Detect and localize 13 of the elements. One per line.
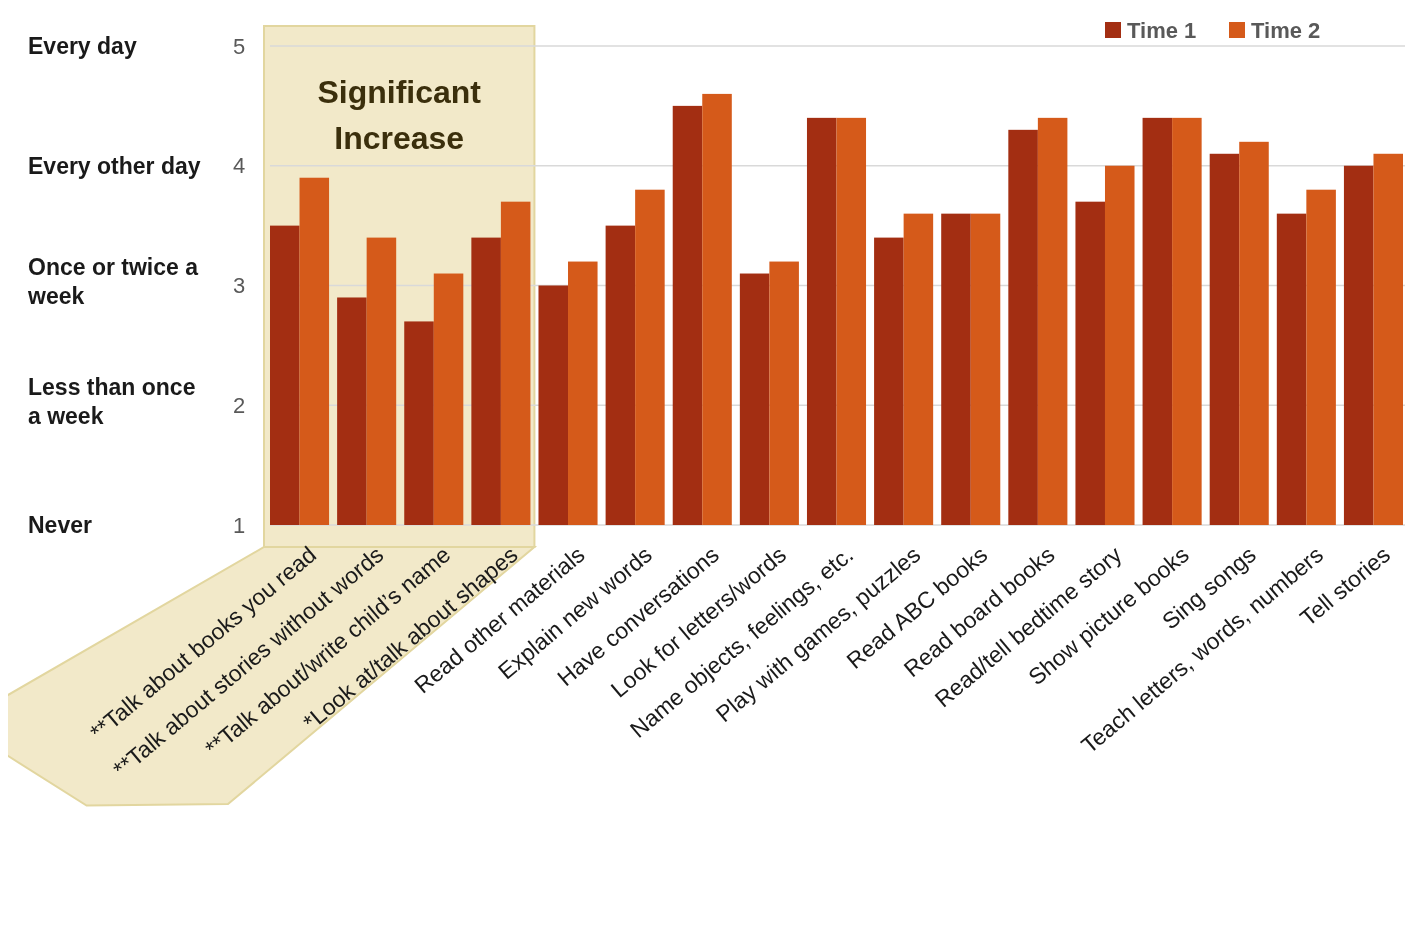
legend-label: Time 2: [1251, 17, 1321, 43]
band-label: Significant Increase: [317, 74, 482, 156]
y-tick-label: 5: [232, 33, 246, 59]
y-tick-label: 1: [232, 512, 246, 538]
text: Every day: [28, 33, 137, 60]
y-tick-label: 3: [232, 273, 246, 299]
legend-label: Time 1: [1127, 17, 1197, 43]
y-tick-label: 2: [232, 392, 246, 418]
text: Never: [28, 512, 92, 539]
y-tick-label: 4: [232, 153, 246, 179]
text: Less than once a week: [28, 373, 196, 429]
text: Once or twice a week: [27, 254, 199, 309]
text: Every other day: [28, 152, 201, 179]
